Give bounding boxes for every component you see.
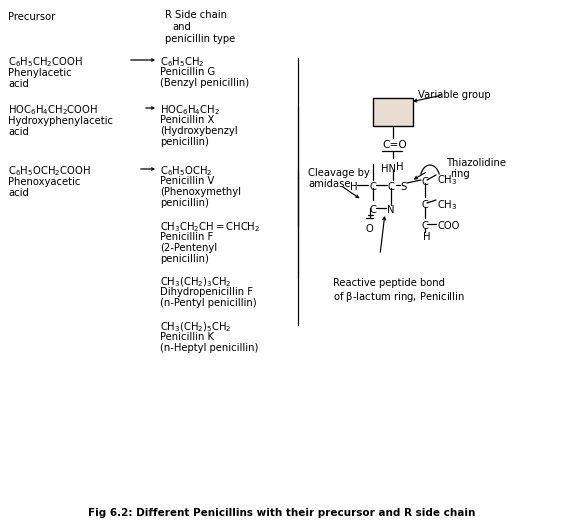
Text: penicillin type: penicillin type — [165, 34, 235, 44]
Text: Penicillin G: Penicillin G — [160, 67, 215, 77]
Text: (Hydroxybenzyl: (Hydroxybenzyl — [160, 126, 237, 136]
Text: $\mathregular{CH_3(CH_2)_5CH_2}$: $\mathregular{CH_3(CH_2)_5CH_2}$ — [160, 320, 232, 333]
Text: and: and — [172, 22, 191, 32]
Text: (n-Heptyl penicillin): (n-Heptyl penicillin) — [160, 343, 258, 353]
Text: Penicillin F: Penicillin F — [160, 232, 213, 242]
Text: (Benzyl penicillin): (Benzyl penicillin) — [160, 78, 249, 88]
Text: amidase: amidase — [308, 179, 350, 189]
Text: R Side chain: R Side chain — [165, 10, 227, 20]
Text: C=O: C=O — [382, 140, 407, 150]
Text: Dihydropenicillin F: Dihydropenicillin F — [160, 287, 253, 297]
Text: Reactive peptide bond: Reactive peptide bond — [333, 278, 445, 288]
Text: Fig 6.2: Different Penicillins with their precursor and R side chain: Fig 6.2: Different Penicillins with thei… — [89, 508, 475, 518]
Text: penicillin): penicillin) — [160, 137, 209, 147]
Text: $\mathregular{CH_3}$: $\mathregular{CH_3}$ — [437, 198, 457, 212]
Text: O: O — [365, 224, 373, 234]
Text: Penicillin V: Penicillin V — [160, 176, 214, 186]
Text: H: H — [350, 182, 358, 192]
Text: $\mathregular{CH_3(CH_2)_3CH_2}$: $\mathregular{CH_3(CH_2)_3CH_2}$ — [160, 275, 232, 289]
Text: COO: COO — [437, 221, 459, 231]
Text: Penicillin X: Penicillin X — [160, 115, 214, 125]
Text: acid: acid — [8, 79, 29, 89]
Text: $\mathregular{HOC_6H_4CH_2COOH}$: $\mathregular{HOC_6H_4CH_2COOH}$ — [8, 103, 98, 117]
Text: C: C — [421, 177, 428, 187]
Text: ring: ring — [450, 169, 470, 179]
Text: Hydroxyphenylacetic: Hydroxyphenylacetic — [8, 116, 113, 126]
Text: $\mathregular{HOC_6H_4CH_2}$: $\mathregular{HOC_6H_4CH_2}$ — [160, 103, 220, 117]
Text: S: S — [400, 182, 406, 192]
Text: $\mathregular{CH_3}$: $\mathregular{CH_3}$ — [437, 173, 457, 187]
Text: Penicillin K: Penicillin K — [160, 332, 214, 342]
Text: HN: HN — [381, 164, 396, 174]
Text: C: C — [388, 182, 395, 192]
Text: of $\mathregular{\beta}$-lactum ring, Penicillin: of $\mathregular{\beta}$-lactum ring, Pe… — [333, 290, 465, 304]
Text: C: C — [369, 182, 376, 192]
Text: Cleavage by: Cleavage by — [308, 168, 370, 178]
Text: Thiazolidine: Thiazolidine — [446, 158, 506, 168]
Text: C: C — [421, 200, 428, 210]
Text: $\mathregular{C_6H_5OCH_2}$: $\mathregular{C_6H_5OCH_2}$ — [160, 164, 213, 178]
Text: penicillin): penicillin) — [160, 254, 209, 264]
Text: $\mathregular{C_6H_5CH_2COOH}$: $\mathregular{C_6H_5CH_2COOH}$ — [8, 55, 83, 69]
Text: acid: acid — [8, 188, 29, 198]
Text: penicillin): penicillin) — [160, 198, 209, 208]
Text: $\mathregular{C_6H_5OCH_2COOH}$: $\mathregular{C_6H_5OCH_2COOH}$ — [8, 164, 91, 178]
Text: acid: acid — [8, 127, 29, 137]
Text: H: H — [423, 232, 430, 242]
Text: (Phenoxymethyl: (Phenoxymethyl — [160, 187, 241, 197]
Text: (2-Pentenyl: (2-Pentenyl — [160, 243, 217, 253]
Text: C: C — [369, 205, 376, 215]
Bar — [373, 98, 413, 126]
Text: $\mathregular{CH_3CH_2CH{=}CHCH_2}$: $\mathregular{CH_3CH_2CH{=}CHCH_2}$ — [160, 220, 261, 234]
Text: (n-Pentyl penicillin): (n-Pentyl penicillin) — [160, 298, 257, 308]
Text: Variable group: Variable group — [418, 90, 491, 100]
Text: Phenylacetic: Phenylacetic — [8, 68, 72, 78]
Text: H: H — [396, 162, 403, 172]
Text: N: N — [387, 205, 394, 215]
Text: Precursor: Precursor — [8, 12, 55, 22]
Text: Phenoxyacetic: Phenoxyacetic — [8, 177, 81, 187]
Text: $\mathregular{C_6H_5CH_2}$: $\mathregular{C_6H_5CH_2}$ — [160, 55, 205, 69]
Text: C: C — [421, 221, 428, 231]
